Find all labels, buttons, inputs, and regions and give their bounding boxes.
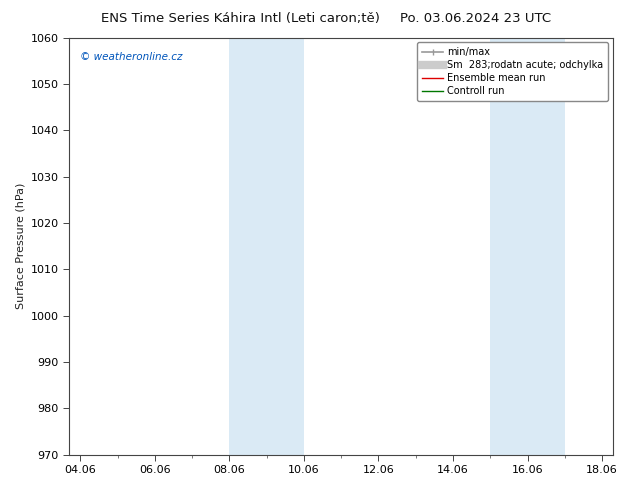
Y-axis label: Surface Pressure (hPa): Surface Pressure (hPa) [15, 183, 25, 309]
Legend: min/max, Sm  283;rodatn acute; odchylka, Ensemble mean run, Controll run: min/max, Sm 283;rodatn acute; odchylka, … [417, 43, 609, 101]
Text: © weatheronline.cz: © weatheronline.cz [80, 52, 183, 62]
Text: Po. 03.06.2024 23 UTC: Po. 03.06.2024 23 UTC [400, 12, 551, 25]
Bar [230, 38, 304, 455]
Text: ENS Time Series Káhira Intl (Leti caron;tě): ENS Time Series Káhira Intl (Leti caron;… [101, 12, 380, 25]
Bar [490, 38, 565, 455]
